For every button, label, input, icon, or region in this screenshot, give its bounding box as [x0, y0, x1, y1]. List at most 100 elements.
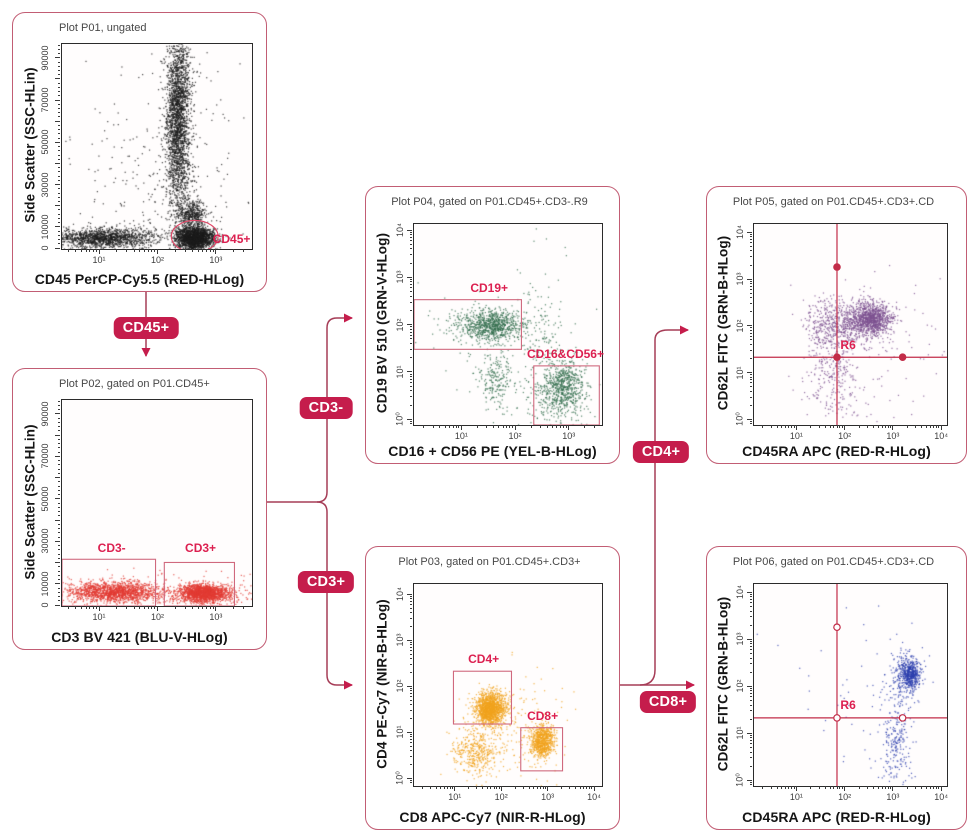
axis-tick	[528, 786, 530, 789]
gate-label-p04-1: CD16&CD56+	[526, 347, 604, 362]
axis-tick	[55, 434, 60, 436]
axis-tick	[563, 425, 565, 428]
axis-tick	[749, 663, 752, 665]
axis-tick	[795, 786, 797, 791]
gate-p02-0[interactable]	[62, 558, 157, 606]
quadrant-handle-p05-2[interactable]	[898, 353, 907, 362]
axis-tick	[887, 786, 889, 789]
axis-tick	[498, 786, 500, 789]
axis-tick	[407, 593, 412, 595]
axis-tick	[749, 746, 752, 748]
quadrant-handle-p06-2[interactable]	[898, 714, 907, 722]
axis-tick	[407, 371, 412, 373]
axis-tick	[749, 641, 752, 643]
axis-tick	[818, 425, 820, 428]
axis-tick	[749, 594, 752, 596]
axis-tick	[407, 276, 412, 278]
axis-tick-label: 0	[40, 245, 50, 251]
axis-tick	[89, 606, 91, 609]
axis-tick	[409, 596, 412, 598]
plot-card-p03: Plot P03, gated on P01.CD45+.CD3+ CD4+ CD…	[365, 546, 620, 830]
arrow-p03-to-p05	[639, 325, 689, 686]
gate-p02-1[interactable]	[163, 561, 236, 606]
gate-label-p04-0: CD19+	[470, 280, 509, 295]
axis-tick	[409, 284, 412, 286]
plot-area-p05: R6	[753, 223, 948, 426]
axis-tick	[749, 297, 752, 299]
plot-title-p05: Plot P05, gated on P01.CD45+.CD3+.CD	[732, 196, 935, 208]
axis-tick	[409, 741, 412, 743]
axis-tick	[409, 390, 412, 392]
gate-p03-1[interactable]	[520, 727, 564, 772]
axis-tick	[409, 396, 412, 398]
arrow-label-cd3-negative: CD3-	[299, 397, 353, 419]
axis-tick	[791, 425, 793, 428]
axis-tick	[409, 328, 412, 330]
axis-tick	[409, 281, 412, 283]
plot-card-p02: Plot P02, gated on P01.CD45+ CD3- CD3+ CD…	[12, 368, 267, 650]
axis-tick	[749, 602, 752, 604]
axis-tick	[126, 606, 128, 609]
axis-tick	[407, 685, 412, 687]
axis-tick	[58, 536, 60, 538]
gate-p04-0[interactable]	[414, 299, 522, 350]
axis-tick	[58, 579, 60, 580]
axis-tick	[749, 757, 752, 759]
axis-tick	[490, 786, 492, 789]
axis-tick	[940, 425, 942, 430]
axis-tick	[409, 717, 412, 719]
axis-tick	[409, 641, 412, 643]
axis-tick	[58, 129, 60, 131]
axis-tick	[126, 249, 128, 252]
axis-tick	[749, 358, 752, 359]
axis-tick	[500, 786, 502, 791]
gate-overlay-p01	[170, 219, 219, 249]
gate-p01-0[interactable]	[170, 219, 219, 249]
quadrant-handle-p06-0[interactable]	[833, 623, 841, 632]
arrow-label-cd3-positive: CD3+	[297, 571, 355, 593]
axis-tick	[749, 423, 752, 425]
axis-tick-label: 10⁴	[587, 792, 601, 802]
axis-tick	[58, 494, 60, 496]
axis-tick	[55, 247, 60, 249]
axis-tick	[67, 249, 69, 252]
axis-tick-label: 10²	[735, 319, 745, 333]
axis-tick	[55, 162, 60, 164]
axis-tick	[407, 418, 412, 420]
axis-tick	[749, 339, 752, 341]
axis-tick	[482, 786, 484, 789]
axis-tick	[468, 786, 470, 789]
axis-tick	[85, 606, 87, 609]
scatter-canvas-p04	[414, 224, 602, 425]
axis-tick	[409, 420, 412, 422]
axis-tick	[58, 146, 60, 148]
axis-tick	[493, 786, 495, 789]
quadrant-handle-p05-1[interactable]	[833, 353, 841, 362]
gate-label-p02-0: CD3-	[97, 540, 126, 555]
axis-tick	[749, 404, 752, 406]
axis-tick	[154, 606, 156, 609]
axis-tick	[409, 612, 412, 614]
axis-tick	[409, 601, 412, 603]
axis-tick	[58, 112, 60, 114]
axis-tick	[749, 420, 752, 422]
axis-tick-label: 10000	[40, 214, 50, 240]
axis-tick	[448, 425, 450, 428]
axis-tick	[58, 549, 60, 551]
axis-tick	[591, 786, 593, 789]
axis-tick-label: 10¹	[92, 612, 106, 622]
axis-tick	[476, 786, 478, 789]
quadrant-handle-p06-1[interactable]	[833, 714, 841, 722]
axis-tick	[409, 663, 412, 665]
axis-tick	[409, 738, 412, 740]
axis-tick	[58, 243, 60, 245]
axis-tick	[215, 606, 217, 611]
axis-tick	[749, 710, 752, 712]
quadrant-handle-p05-0[interactable]	[833, 263, 841, 271]
axis-tick	[58, 464, 60, 466]
axis-tick	[749, 671, 752, 673]
axis-tick	[55, 120, 60, 122]
gate-p03-0[interactable]	[452, 670, 513, 725]
gate-p04-1[interactable]	[533, 365, 600, 425]
axis-tick	[440, 786, 442, 789]
